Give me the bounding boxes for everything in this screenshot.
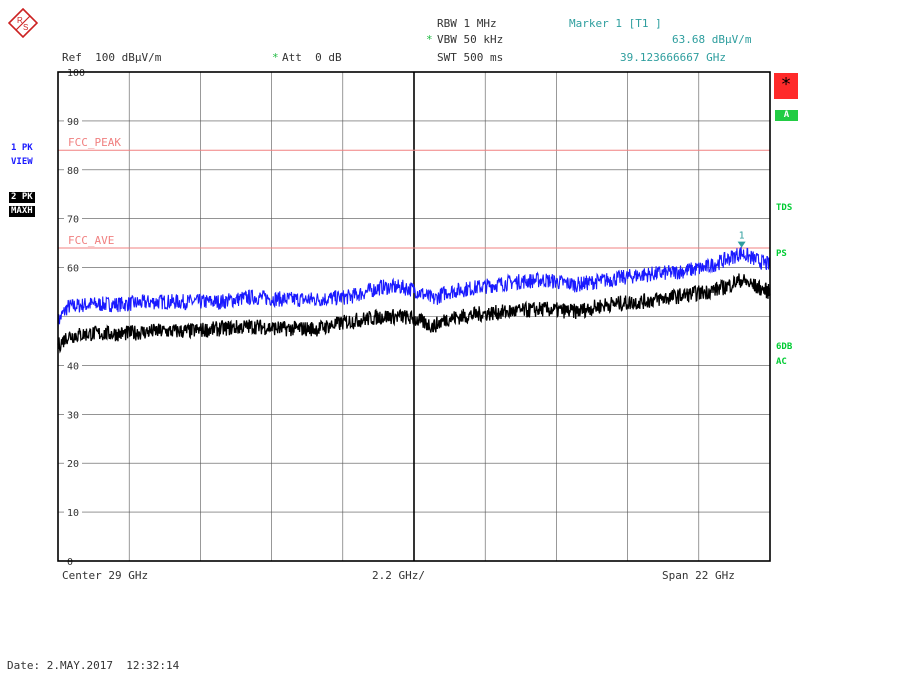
marker-title: Marker 1 [T1 ] xyxy=(569,17,662,30)
y-tick-label: 20 xyxy=(67,459,79,470)
attenuation-setting: Att 0 dB xyxy=(282,51,342,64)
y-tick-label: 90 xyxy=(67,117,79,128)
y-tick-label: 70 xyxy=(67,215,79,226)
tick-label-bg xyxy=(64,506,82,519)
traces xyxy=(57,246,771,354)
trace-1-line xyxy=(57,246,771,330)
trace-2-line xyxy=(57,273,771,354)
star-icon: * xyxy=(780,74,792,95)
limit-lines: FCC_PEAK FCC_AVE xyxy=(58,136,770,249)
tick-label-bg xyxy=(64,163,82,176)
trace1-mode-label: VIEW xyxy=(11,157,33,167)
tick-label-bg xyxy=(64,408,82,421)
rbw-setting: RBW 1 MHz xyxy=(437,17,497,30)
trace2-detector-label: 2 PK xyxy=(9,192,35,203)
ac-indicator: AC xyxy=(776,357,787,367)
y-tick-label: 40 xyxy=(67,361,79,372)
y-tick-label: 80 xyxy=(67,166,79,177)
marker-triangle-icon xyxy=(737,241,746,248)
ps-indicator: PS xyxy=(776,249,787,259)
rohde-schwarz-logo-icon: R S xyxy=(8,8,38,38)
limit-line-label: FCC_PEAK xyxy=(68,136,121,149)
frequency-per-division: 2.2 GHz/ xyxy=(372,569,425,582)
6db-indicator: 6DB xyxy=(776,342,793,352)
trace2-mode-label: MAXH xyxy=(9,206,35,217)
span: Span 22 GHz xyxy=(662,569,735,582)
center-frequency: Center 29 GHz xyxy=(62,569,149,582)
trace-a-indicator: A xyxy=(775,110,798,121)
tick-label-bg xyxy=(64,359,82,372)
marker-group: 1 xyxy=(737,231,746,248)
att-star: * xyxy=(272,51,279,64)
y-tick-label: 100 xyxy=(67,68,85,79)
vbw-star: * xyxy=(426,33,433,46)
tick-label-bg xyxy=(64,457,82,470)
y-tick-label: 60 xyxy=(67,264,79,275)
y-tick-label: 0 xyxy=(67,557,73,568)
tick-label-bg xyxy=(64,261,82,274)
marker-level: 63.68 dBµV/m xyxy=(672,33,752,46)
plot-frame xyxy=(57,71,771,562)
y-tick-label: 10 xyxy=(67,508,79,519)
tick-label-bg xyxy=(64,212,82,225)
tds-indicator: TDS xyxy=(776,203,793,213)
trace1-detector-label: 1 PK xyxy=(11,143,33,153)
swt-setting: SWT 500 ms xyxy=(437,51,504,64)
vbw-setting: VBW 50 kHz xyxy=(437,33,504,46)
limit-line-label: FCC_AVE xyxy=(68,234,114,247)
ref-level: Ref 100 dBµV/m xyxy=(62,51,162,64)
tick-label-bg xyxy=(64,114,82,127)
marker-frequency: 39.123666667 GHz xyxy=(620,51,726,64)
plot-grid xyxy=(58,72,770,561)
logo-letter-r: R xyxy=(17,16,23,25)
marker-number-label: 1 xyxy=(739,231,745,242)
logo-letter-s: S xyxy=(23,23,28,32)
date-stamp: Date: 2.MAY.2017 12:32:14 xyxy=(7,659,180,672)
red-star-indicator: * xyxy=(774,73,798,99)
y-tick-label: 30 xyxy=(67,410,79,421)
